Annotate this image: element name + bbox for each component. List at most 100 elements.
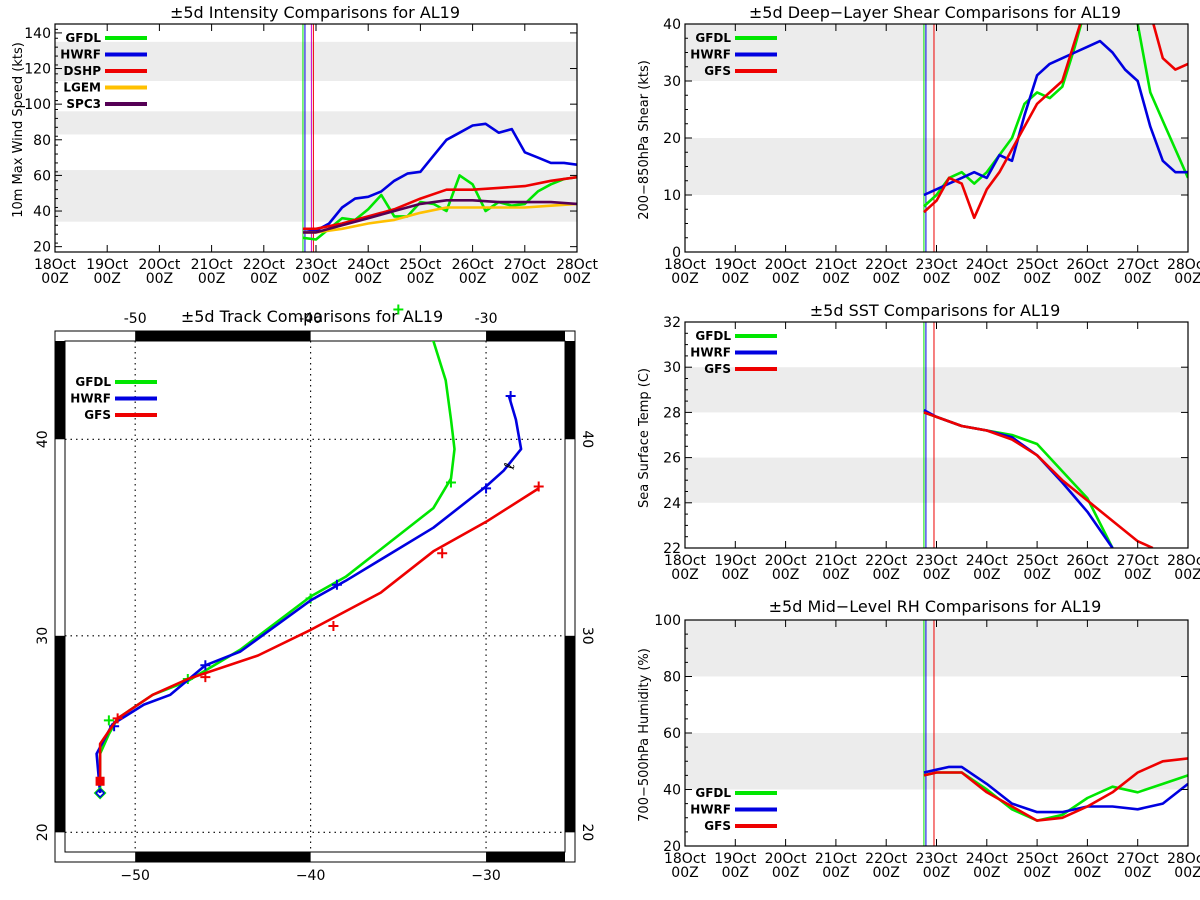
rh-x-tick-label-date: 27Oct	[1117, 851, 1160, 867]
intensity-x-tick-label-hour: 00Z	[511, 271, 538, 287]
track-position-mark-gfs	[437, 548, 448, 559]
shear-x-tick-label-hour: 00Z	[872, 271, 899, 287]
shear-series-hwrf	[923, 39, 1188, 197]
track-lat-label-left: 30	[35, 627, 51, 645]
rh-x-tick-label-date: 21Oct	[815, 851, 858, 867]
shear-x-tick-label-hour: 00Z	[1074, 271, 1101, 287]
track-position-mark-hwrf	[481, 483, 492, 494]
rh-x-tick-label-hour: 00Z	[872, 865, 899, 881]
rh-x-tick-label-date: 18Oct	[664, 851, 707, 867]
sst-x-tick-label-date: 26Oct	[1066, 553, 1109, 569]
intensity-x-tick-label-date: 20Oct	[138, 257, 181, 273]
sst-x-tick-label-hour: 00Z	[1174, 567, 1200, 583]
intensity-series-hwrf	[302, 122, 577, 232]
track-lon-label-bottom: −30	[471, 868, 501, 884]
rh-x-tick-label-hour: 00Z	[822, 865, 849, 881]
shear-legend-label-gfs: GFS	[704, 64, 731, 78]
shear-x-tick-label-date: 24Oct	[966, 257, 1009, 273]
shear-x-tick-label-date: 19Oct	[714, 257, 757, 273]
sst-x-tick-label-hour: 00Z	[822, 567, 849, 583]
track-legend-label-hwrf: HWRF	[70, 392, 111, 406]
shear-chart-title: ±5d Deep−Layer Shear Comparisons for AL1…	[749, 3, 1121, 22]
shear-x-tick-label-date: 27Oct	[1117, 257, 1160, 273]
rh-x-tick-label-date: 20Oct	[765, 851, 808, 867]
intensity-x-tick-label-date: 23Oct	[295, 257, 338, 273]
intensity-x-tick-label-hour: 00Z	[459, 271, 486, 287]
intensity-legend-label-gfdl: GFDL	[65, 31, 101, 45]
shear-y-tick-label: 20	[663, 131, 681, 147]
sst-x-tick-label-date: 18Oct	[664, 553, 707, 569]
intensity-x-tick-label-hour: 00Z	[563, 271, 590, 287]
intensity-legend-label-hwrf: HWRF	[60, 48, 101, 62]
sst-shade-band	[685, 457, 1188, 503]
shear-x-tick-label-date: 18Oct	[664, 257, 707, 273]
sst-x-tick-label-date: 24Oct	[966, 553, 1009, 569]
intensity-x-tick-label-hour: 00Z	[250, 271, 277, 287]
track-position-mark-hwrf	[505, 391, 516, 402]
track-lat-label-right: 20	[579, 823, 595, 841]
shear-x-tick-label-date: 21Oct	[815, 257, 858, 273]
rh-x-tick-label-hour: 00Z	[1174, 865, 1200, 881]
sst-x-tick-label-date: 23Oct	[915, 553, 958, 569]
sst-x-tick-label-hour: 00Z	[772, 567, 799, 583]
track-lon-label-bottom: −50	[120, 868, 150, 884]
rh-shade-band	[685, 733, 1188, 790]
sst-x-tick-label-date: 27Oct	[1117, 553, 1160, 569]
shear-x-tick-label-hour: 00Z	[973, 271, 1000, 287]
track-start-marker-hwrf	[95, 787, 106, 799]
rh-y-axis-label: 700−500hPa Humidity (%)	[637, 648, 652, 822]
shear-x-tick-label-hour: 00Z	[822, 271, 849, 287]
intensity-x-tick-label-date: 28Oct	[556, 257, 599, 273]
intensity-legend-label-spc3: SPC3	[66, 97, 101, 111]
rh-x-tick-label-hour: 00Z	[671, 865, 698, 881]
track-lon-label-bottom: −40	[296, 868, 326, 884]
track-position-mark-hwrf	[331, 579, 342, 590]
intensity-y-tick-label: 100	[24, 97, 51, 113]
track-lat-label-right: 40	[579, 430, 595, 448]
rh-shade-band	[685, 620, 1188, 677]
intensity-x-tick-label-hour: 00Z	[302, 271, 329, 287]
sst-x-tick-label-date: 20Oct	[765, 553, 808, 569]
intensity-x-tick-label-hour: 00Z	[407, 271, 434, 287]
rh-x-tick-label-date: 22Oct	[865, 851, 908, 867]
rh-x-tick-label-hour: 00Z	[722, 865, 749, 881]
rh-x-tick-label-date: 23Oct	[915, 851, 958, 867]
track-border-segment	[565, 341, 575, 440]
intensity-y-tick-label: 140	[24, 26, 51, 42]
sst-x-tick-label-hour: 00Z	[923, 567, 950, 583]
shear-x-tick-label-hour: 00Z	[1174, 271, 1200, 287]
shear-y-tick-label: 30	[663, 74, 681, 90]
track-position-mark-gfs	[112, 713, 123, 724]
track-legend-label-gfdl: GFDL	[75, 375, 111, 389]
sst-x-tick-label-hour: 00Z	[671, 567, 698, 583]
rh-x-tick-label-date: 19Oct	[714, 851, 757, 867]
track-lon-label-top: -40	[299, 311, 322, 327]
intensity-y-tick-label: 40	[33, 204, 51, 220]
rh-legend-label-hwrf: HWRF	[690, 803, 731, 817]
track-position-mark-gfdl	[103, 715, 114, 726]
intensity-series-gfdl	[302, 174, 577, 241]
sst-shade-band	[685, 367, 1188, 413]
track-series-gfs	[98, 487, 540, 784]
track-border-segment	[486, 331, 565, 341]
rh-x-tick-label-hour: 00Z	[923, 865, 950, 881]
shear-y-tick-label: 0	[672, 245, 681, 261]
track-panel: -50 −50 -40 −40 -30 −30 20 20 30 30 40 40 ℓ GFDL HWRF G…	[35, 304, 595, 884]
rh-x-tick-label-date: 28Oct	[1167, 851, 1200, 867]
rh-chart-title: ±5d Mid−Level RH Comparisons for AL19	[769, 597, 1102, 616]
shear-x-tick-label-hour: 00Z	[722, 271, 749, 287]
sst-series-gfs	[923, 411, 1154, 548]
track-position-mark-gfdl	[445, 477, 456, 488]
intensity-series-spc3	[302, 199, 577, 234]
rh-y-tick-label: 80	[663, 670, 681, 686]
intensity-series-dshp	[302, 175, 577, 231]
shear-y-tick-label: 10	[663, 188, 681, 204]
intensity-x-tick-label-hour: 00Z	[41, 271, 68, 287]
rh-series-hwrf	[923, 765, 1188, 814]
shear-x-tick-label-hour: 00Z	[923, 271, 950, 287]
intensity-shade-band	[55, 41, 577, 81]
rh-x-tick-label-hour: 00Z	[1124, 865, 1151, 881]
track-lat-label-left: 40	[35, 430, 51, 448]
rh-series-gfs	[923, 757, 1188, 822]
